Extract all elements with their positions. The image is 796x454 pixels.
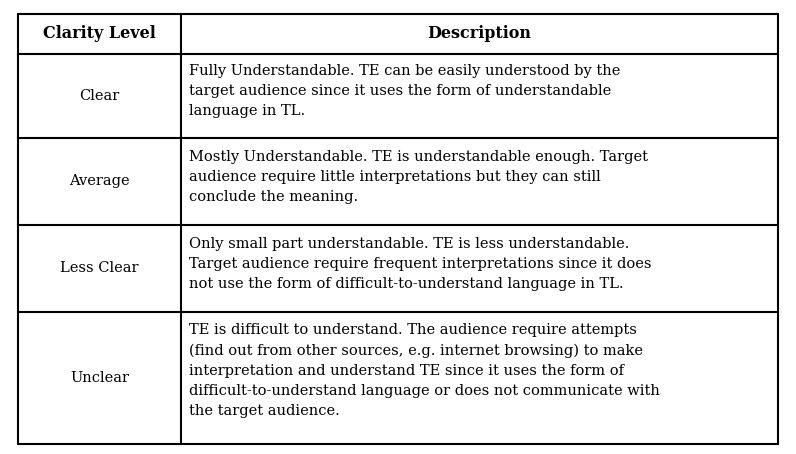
Text: Average: Average <box>69 174 130 188</box>
Text: Description: Description <box>427 25 532 43</box>
Text: Unclear: Unclear <box>70 371 129 385</box>
Text: Fully Understandable. TE can be easily understood by the
target audience since i: Fully Understandable. TE can be easily u… <box>189 64 621 118</box>
Text: Less Clear: Less Clear <box>60 262 139 276</box>
Text: Only small part understandable. TE is less understandable.
Target audience requi: Only small part understandable. TE is le… <box>189 237 652 291</box>
Text: Clarity Level: Clarity Level <box>43 25 156 43</box>
Text: Mostly Understandable. TE is understandable enough. Target
audience require litt: Mostly Understandable. TE is understanda… <box>189 150 649 204</box>
Text: TE is difficult to understand. The audience require attempts
(find out from othe: TE is difficult to understand. The audie… <box>189 324 660 418</box>
Text: Clear: Clear <box>80 89 120 103</box>
